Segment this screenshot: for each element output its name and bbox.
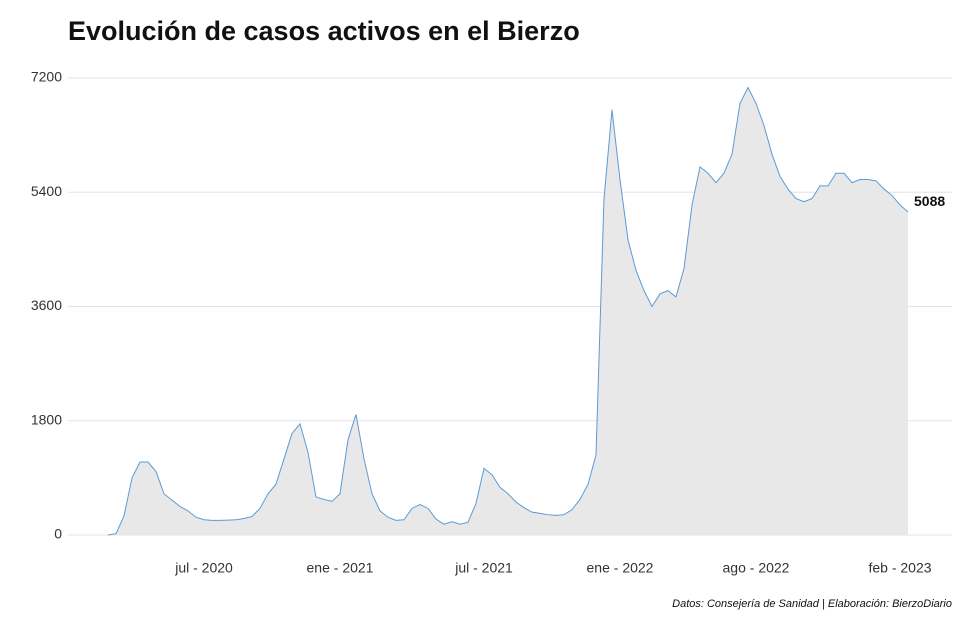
x-tick-label: feb - 2023 [868, 560, 931, 576]
x-tick-label: jul - 2021 [454, 560, 513, 576]
area [108, 87, 908, 535]
x-tick-label: ene - 2022 [587, 560, 654, 576]
y-tick-label: 1800 [31, 411, 62, 427]
chart-title: Evolución de casos activos en el Bierzo [68, 16, 580, 46]
end-value-label: 5088 [914, 193, 945, 209]
line [107, 86, 909, 536]
y-tick-label: 5400 [31, 183, 62, 199]
y-tick-label: 0 [54, 526, 62, 542]
source-note: Datos: Consejería de Sanidad | Elaboraci… [672, 598, 952, 610]
x-tick-label: ago - 2022 [723, 560, 790, 576]
y-tick-label: 7200 [31, 69, 62, 85]
x-tick-label: ene - 2021 [307, 560, 374, 576]
y-tick-label: 3600 [31, 297, 62, 313]
x-tick-label: jul - 2020 [174, 560, 233, 576]
